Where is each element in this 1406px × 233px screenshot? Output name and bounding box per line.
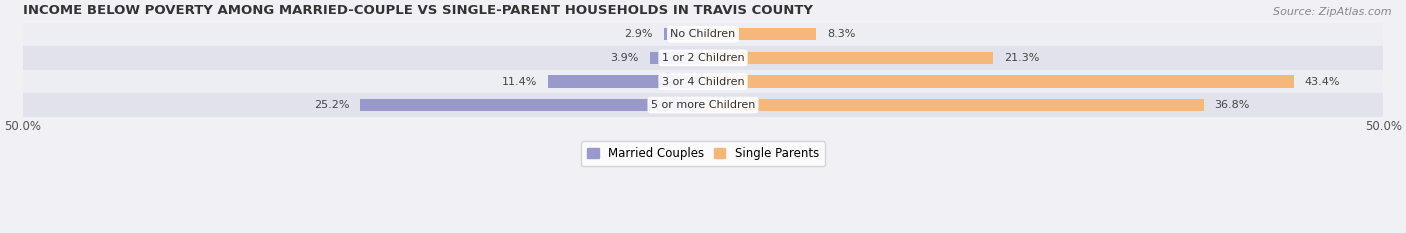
- Bar: [703, 28, 815, 41]
- Bar: [703, 52, 993, 64]
- Bar: [22, 23, 1384, 46]
- Text: 25.2%: 25.2%: [314, 100, 349, 110]
- Bar: [703, 75, 1294, 88]
- Bar: [22, 70, 1384, 93]
- Text: No Children: No Children: [671, 29, 735, 39]
- Text: 5 or more Children: 5 or more Children: [651, 100, 755, 110]
- Bar: [22, 93, 1384, 117]
- Text: 11.4%: 11.4%: [502, 76, 537, 86]
- Text: 8.3%: 8.3%: [827, 29, 855, 39]
- Bar: [703, 99, 1204, 111]
- Text: Source: ZipAtlas.com: Source: ZipAtlas.com: [1274, 7, 1392, 17]
- Legend: Married Couples, Single Parents: Married Couples, Single Parents: [581, 141, 825, 166]
- Bar: [650, 52, 703, 64]
- Bar: [664, 28, 703, 41]
- Text: 3.9%: 3.9%: [610, 53, 640, 63]
- Text: 2.9%: 2.9%: [624, 29, 652, 39]
- Text: 43.4%: 43.4%: [1305, 76, 1340, 86]
- Text: 36.8%: 36.8%: [1215, 100, 1250, 110]
- Text: 3 or 4 Children: 3 or 4 Children: [662, 76, 744, 86]
- Bar: [548, 75, 703, 88]
- Bar: [360, 99, 703, 111]
- Text: 1 or 2 Children: 1 or 2 Children: [662, 53, 744, 63]
- Bar: [22, 46, 1384, 70]
- Text: INCOME BELOW POVERTY AMONG MARRIED-COUPLE VS SINGLE-PARENT HOUSEHOLDS IN TRAVIS : INCOME BELOW POVERTY AMONG MARRIED-COUPL…: [22, 4, 813, 17]
- Text: 21.3%: 21.3%: [1004, 53, 1039, 63]
